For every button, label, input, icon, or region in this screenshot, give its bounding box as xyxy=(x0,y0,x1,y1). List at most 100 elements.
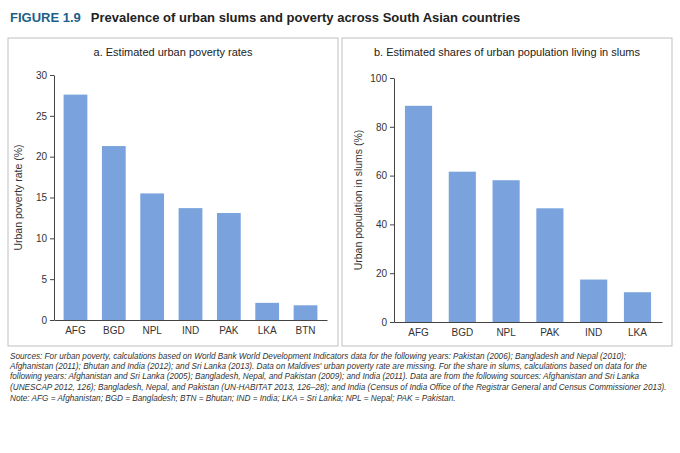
note: Note: AFG = Afghanistan; BGD = Banglades… xyxy=(10,394,670,404)
bar xyxy=(102,146,126,320)
y-tick-mark xyxy=(390,127,394,128)
y-tick-label: 0 xyxy=(41,315,47,326)
y-tick-mark xyxy=(390,273,394,274)
x-tick-label: NPL xyxy=(496,327,516,338)
panel: a. Estimated urban poverty rates 0 5 10 15 20… xyxy=(8,38,338,346)
y-tick-mark xyxy=(390,322,394,323)
bars xyxy=(64,95,318,320)
bar xyxy=(179,208,203,320)
figure: FIGURE 1.9 Prevalence of urban slums and … xyxy=(0,0,680,350)
y-tick-mark xyxy=(50,279,54,280)
y-tick: 100 xyxy=(370,73,394,84)
y-axis-line xyxy=(54,76,55,321)
x-tick: BTN xyxy=(296,320,316,336)
x-axis-line xyxy=(55,320,328,321)
y-axis: 0 5 10 15 20 25 30 xyxy=(36,70,55,326)
notes: Sources: For urban poverty, calculations… xyxy=(10,352,670,405)
x-axis-line xyxy=(395,322,663,323)
figure-number: FIGURE 1.9 xyxy=(10,10,81,25)
bar xyxy=(64,95,88,320)
x-tick: LKA xyxy=(258,320,277,336)
y-tick-label: 40 xyxy=(376,219,388,230)
x-tick: NPL xyxy=(496,322,516,338)
bar xyxy=(294,305,318,320)
x-tick-label: AFG xyxy=(65,325,86,336)
x-tick-label: LKA xyxy=(628,327,647,338)
bar xyxy=(536,208,563,322)
y-tick-mark xyxy=(50,75,54,76)
bar xyxy=(580,280,607,322)
y-tick: 30 xyxy=(36,70,54,81)
y-tick-mark xyxy=(50,116,54,117)
sources: Sources: For urban poverty, calculations… xyxy=(10,352,670,393)
y-tick-label: 5 xyxy=(41,274,47,285)
x-tick-label: AFG xyxy=(408,327,429,338)
y-tick-label: 15 xyxy=(36,192,48,203)
y-axis-title: Urban poverty rate (%) xyxy=(12,144,24,250)
y-tick-label: 25 xyxy=(36,111,48,122)
bar xyxy=(493,180,520,322)
x-tick-label: BTN xyxy=(296,325,316,336)
y-tick: 5 xyxy=(41,274,54,285)
y-tick-mark xyxy=(390,176,394,177)
x-tick: AFG xyxy=(408,322,429,338)
bar xyxy=(405,106,432,322)
y-tick-mark xyxy=(390,224,394,225)
y-tick-label: 20 xyxy=(376,268,388,279)
bar xyxy=(624,292,651,322)
bar xyxy=(217,213,241,320)
x-axis: AFG BGD NPL IND PAK LKA BTN xyxy=(55,320,328,336)
panel-frame xyxy=(8,38,338,346)
x-tick: NPL xyxy=(142,320,162,336)
x-tick-label: NPL xyxy=(142,325,162,336)
y-tick: 0 xyxy=(41,315,54,326)
y-tick-mark xyxy=(50,198,54,199)
y-tick-label: 80 xyxy=(376,122,388,133)
x-axis: AFG BGD NPL PAK IND LKA xyxy=(395,322,663,338)
x-tick: IND xyxy=(182,320,199,336)
x-tick-label: IND xyxy=(182,325,199,336)
x-tick-label: IND xyxy=(585,327,602,338)
y-tick-label: 10 xyxy=(36,233,48,244)
x-tick: BGD xyxy=(451,322,473,338)
bar xyxy=(140,193,164,320)
y-tick: 15 xyxy=(36,192,54,203)
x-tick-label: LKA xyxy=(258,325,277,336)
panel: b. Estimated shares of urban population … xyxy=(342,38,672,346)
y-tick-label: 20 xyxy=(36,151,48,162)
x-tick: PAK xyxy=(219,320,239,336)
x-tick-label: BGD xyxy=(103,325,125,336)
y-axis-line xyxy=(394,79,395,323)
y-tick: 10 xyxy=(36,233,54,244)
figure-title: Prevalence of urban slums and poverty ac… xyxy=(91,10,520,25)
y-tick-mark xyxy=(50,238,54,239)
x-tick: BGD xyxy=(103,320,125,336)
panel-frame xyxy=(342,38,672,346)
y-tick-label: 30 xyxy=(36,70,48,81)
y-tick-label: 100 xyxy=(370,73,387,84)
y-tick: 0 xyxy=(381,317,394,328)
y-tick: 20 xyxy=(36,151,54,162)
chart-title: a. Estimated urban poverty rates xyxy=(94,46,253,58)
x-tick-label: BGD xyxy=(451,327,473,338)
chart-title: b. Estimated shares of urban population … xyxy=(374,46,640,58)
y-tick-mark xyxy=(50,157,54,158)
x-tick: PAK xyxy=(540,322,560,338)
x-tick-label: PAK xyxy=(540,327,560,338)
y-tick: 40 xyxy=(376,219,394,230)
y-tick: 20 xyxy=(376,268,394,279)
y-tick: 80 xyxy=(376,122,394,133)
x-tick: AFG xyxy=(65,320,86,336)
y-tick-mark xyxy=(390,78,394,79)
y-tick: 25 xyxy=(36,111,54,122)
x-tick: LKA xyxy=(628,322,647,338)
x-tick-label: PAK xyxy=(219,325,239,336)
y-axis: 0 20 40 60 80 100 xyxy=(370,73,394,328)
bar xyxy=(449,172,476,322)
bar xyxy=(255,303,279,320)
y-tick: 60 xyxy=(376,170,394,181)
y-tick-label: 60 xyxy=(376,170,388,181)
y-tick-label: 0 xyxy=(381,317,387,328)
y-tick-mark xyxy=(50,320,54,321)
bars xyxy=(405,106,651,322)
